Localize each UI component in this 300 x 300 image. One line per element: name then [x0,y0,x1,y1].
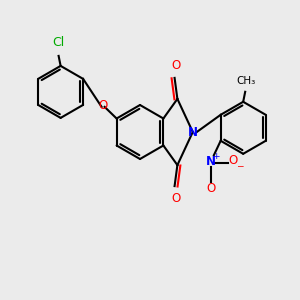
Text: Cl: Cl [52,36,65,49]
Text: O: O [171,192,180,205]
Text: N: N [188,125,198,139]
Text: O: O [229,154,238,167]
Text: O: O [171,59,180,72]
Text: −: − [236,162,243,171]
Text: O: O [206,182,215,196]
Text: O: O [98,99,107,112]
Text: +: + [212,152,220,161]
Text: N: N [206,155,216,168]
Text: CH₃: CH₃ [237,76,256,86]
